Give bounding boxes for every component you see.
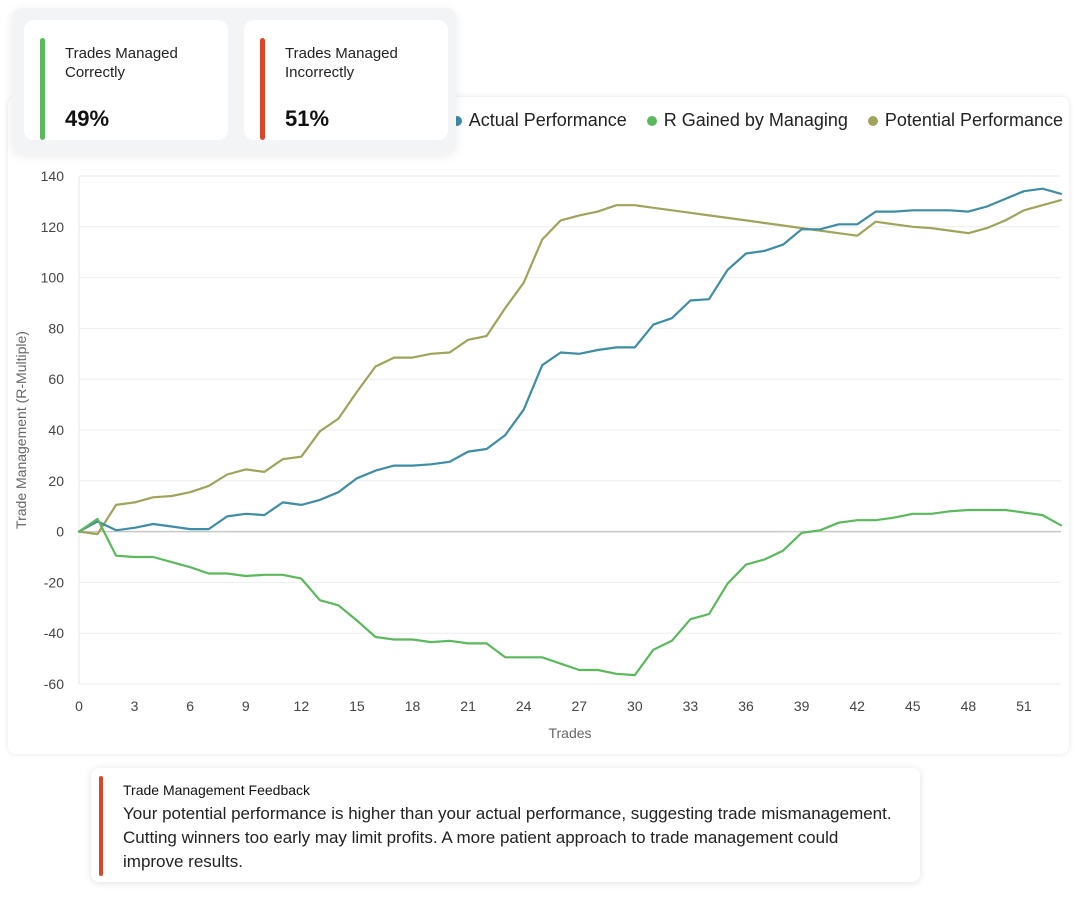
y-tick-label: 40 bbox=[48, 422, 64, 438]
series-lines bbox=[77, 187, 1063, 677]
y-tick-label: 60 bbox=[48, 371, 64, 387]
feedback-title: Trade Management Feedback bbox=[123, 782, 311, 798]
stats-panel: Trades Managed Correctly 49% Trades Mana… bbox=[12, 8, 456, 154]
x-tick-label: 18 bbox=[405, 698, 421, 714]
stat-label-incorrect: Trades Managed Incorrectly bbox=[285, 45, 398, 81]
y-tick-label: 120 bbox=[41, 219, 65, 235]
series-line-r-gained-by-managing bbox=[77, 508, 1063, 677]
y-tick-labels: 140 120 100 80 60 40 20 0 -20 -40 -60 bbox=[41, 168, 65, 692]
x-tick-label: 51 bbox=[1016, 698, 1032, 714]
stat-value-incorrect: 51% bbox=[285, 106, 330, 131]
x-tick-label: 45 bbox=[905, 698, 921, 714]
series-line-potential-performance bbox=[77, 199, 1063, 536]
y-axis-title: Trade Management (R-Multiple) bbox=[13, 331, 29, 529]
feedback-card: Trade Management Feedback Your potential… bbox=[91, 768, 920, 882]
x-tick-label: 33 bbox=[683, 698, 699, 714]
stat-accent-bar-incorrect bbox=[260, 38, 265, 140]
feedback-text: Your potential performance is higher tha… bbox=[123, 804, 892, 871]
chart-card bbox=[8, 97, 1069, 754]
legend-label-r-gained: R Gained by Managing bbox=[663, 110, 848, 130]
legend-item-potential-performance[interactable]: Potential Performance bbox=[867, 110, 1063, 131]
chart-legend: Actual Performance R Gained by Managing … bbox=[451, 110, 1063, 131]
stat-label-correct: Trades Managed Correctly bbox=[65, 45, 178, 81]
x-tick-label: 36 bbox=[738, 698, 754, 714]
y-tick-label: 0 bbox=[56, 524, 64, 540]
legend-dot-potential bbox=[867, 115, 878, 126]
x-tick-label: 12 bbox=[294, 698, 310, 714]
legend-label-potential: Potential Performance bbox=[884, 110, 1063, 130]
y-tick-label: 80 bbox=[48, 320, 64, 336]
feedback-accent-bar bbox=[99, 776, 103, 876]
legend-label-actual: Actual Performance bbox=[468, 110, 627, 130]
stat-card-correct: Trades Managed Correctly 49% bbox=[24, 20, 228, 140]
x-tick-label: 24 bbox=[516, 698, 532, 714]
x-tick-label: 42 bbox=[849, 698, 865, 714]
stat-value-correct: 49% bbox=[65, 106, 110, 131]
x-tick-label: 48 bbox=[961, 698, 977, 714]
x-tick-label: 15 bbox=[349, 698, 365, 714]
y-tick-label: -20 bbox=[44, 574, 64, 590]
y-tick-label: 20 bbox=[48, 473, 64, 489]
x-tick-label: 21 bbox=[460, 698, 476, 714]
legend-item-r-gained[interactable]: R Gained by Managing bbox=[646, 110, 848, 131]
x-tick-label: 27 bbox=[571, 698, 587, 714]
series-line-actual-performance bbox=[77, 187, 1063, 533]
legend-dot-r-gained bbox=[646, 115, 657, 126]
y-tick-label: 100 bbox=[41, 270, 65, 286]
x-tick-label: 6 bbox=[186, 698, 194, 714]
y-tick-label: -60 bbox=[44, 676, 64, 692]
x-tick-label: 3 bbox=[131, 698, 139, 714]
x-tick-label: 39 bbox=[794, 698, 810, 714]
grid-lines bbox=[78, 175, 1061, 685]
legend-item-actual-performance[interactable]: Actual Performance bbox=[451, 110, 627, 131]
y-tick-label: -40 bbox=[44, 625, 64, 641]
x-tick-label: 30 bbox=[627, 698, 643, 714]
stat-card-incorrect: Trades Managed Incorrectly 51% bbox=[244, 20, 448, 140]
x-tick-label: 0 bbox=[75, 698, 83, 714]
x-axis-title: Trades bbox=[548, 725, 591, 741]
stat-accent-bar-correct bbox=[40, 38, 45, 140]
legend-dot-actual bbox=[451, 115, 462, 126]
x-tick-label: 9 bbox=[242, 698, 250, 714]
x-tick-labels: 0 3 6 9 12 15 18 21 24 27 30 33 36 39 42 45 48 51 bbox=[75, 698, 1032, 714]
y-tick-label: 140 bbox=[41, 168, 65, 184]
